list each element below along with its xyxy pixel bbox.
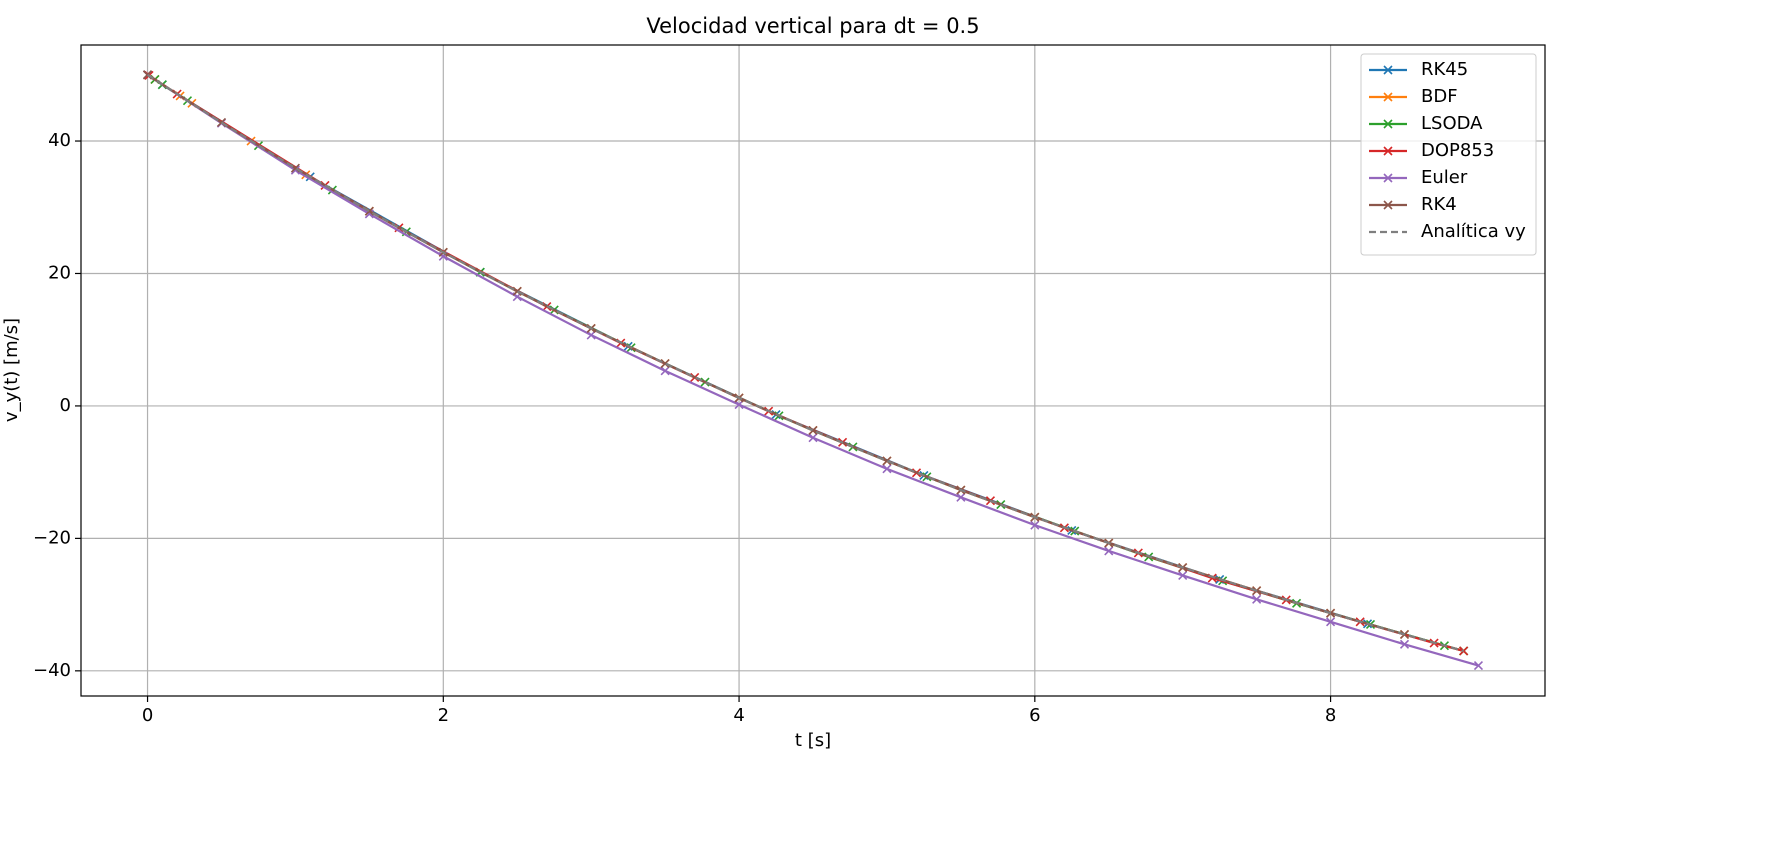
point-marker bbox=[1459, 646, 1469, 656]
point-marker bbox=[882, 456, 892, 466]
legend-label: Analítica vy bbox=[1421, 221, 1526, 242]
legend-marker bbox=[1383, 173, 1393, 183]
x-axis-label: t [s] bbox=[795, 730, 831, 751]
point-marker bbox=[808, 425, 818, 435]
x-tick-label: 8 bbox=[1325, 705, 1336, 726]
y-tick-label: −40 bbox=[33, 660, 71, 681]
series-line bbox=[146, 73, 1405, 636]
point-marker bbox=[956, 492, 966, 502]
legend-marker bbox=[1383, 119, 1393, 129]
point-marker bbox=[882, 464, 892, 474]
point-marker bbox=[1252, 594, 1262, 604]
legend-label: BDF bbox=[1421, 86, 1458, 107]
legend-marker bbox=[1383, 200, 1393, 210]
point-marker bbox=[1178, 570, 1188, 581]
axes-frame bbox=[80, 44, 1546, 697]
point-marker bbox=[1030, 520, 1040, 530]
series-line bbox=[146, 73, 1464, 653]
series-line bbox=[146, 73, 1464, 653]
x-tick-label: 4 bbox=[733, 705, 744, 726]
y-tick-label: 20 bbox=[48, 262, 71, 283]
chart-title: Velocidad vertical para dt = 0.5 bbox=[646, 14, 979, 38]
legend-label: DOP853 bbox=[1421, 140, 1494, 161]
y-tick-label: 0 bbox=[60, 395, 71, 416]
y-axis-label: v_y(t) [m/s] bbox=[1, 318, 22, 422]
point-marker bbox=[364, 209, 374, 219]
x-tick-label: 2 bbox=[438, 705, 449, 726]
x-tick-label: 0 bbox=[142, 705, 153, 726]
point-marker bbox=[1473, 660, 1484, 671]
y-tick-label: −20 bbox=[33, 527, 71, 548]
legend-marker bbox=[1383, 146, 1393, 156]
point-marker bbox=[586, 330, 596, 340]
point-marker bbox=[734, 400, 744, 410]
point-marker bbox=[660, 366, 670, 376]
point-marker bbox=[512, 286, 522, 296]
series-line bbox=[147, 73, 1464, 653]
point-marker bbox=[1326, 617, 1336, 627]
plot-area bbox=[142, 70, 1484, 671]
legend-label: LSODA bbox=[1421, 113, 1483, 134]
point-marker bbox=[808, 433, 818, 443]
series-line bbox=[146, 73, 1479, 667]
legend-label: RK4 bbox=[1421, 194, 1457, 215]
series-line bbox=[146, 73, 1464, 653]
legend-label: RK45 bbox=[1421, 59, 1468, 80]
legend-label: Euler bbox=[1421, 167, 1468, 188]
series-line bbox=[146, 73, 1464, 653]
point-marker bbox=[1399, 639, 1410, 649]
legend-marker bbox=[1383, 65, 1393, 75]
x-tick-label: 6 bbox=[1029, 705, 1040, 726]
legend-marker bbox=[1383, 92, 1393, 102]
point-marker bbox=[660, 358, 670, 369]
y-tick-label: 40 bbox=[48, 130, 71, 151]
point-marker bbox=[1104, 546, 1114, 556]
